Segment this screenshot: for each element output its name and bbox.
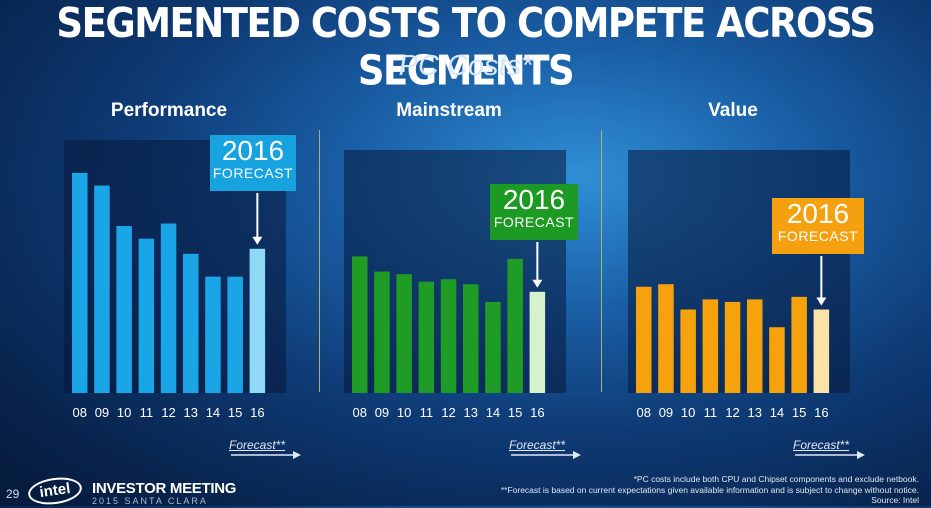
x-tick-label: 12 <box>441 405 456 420</box>
x-tick-label: 12 <box>725 405 740 420</box>
bar-14 <box>485 301 501 393</box>
x-tick-label: 13 <box>747 405 762 420</box>
forecast-legend-label: Forecast** <box>793 438 850 452</box>
forecast-legend-arrowhead <box>573 451 581 459</box>
x-tick-label: 14 <box>205 405 221 420</box>
x-tick-label: 08 <box>636 405 651 420</box>
forecast-legend-arrowhead <box>293 451 301 459</box>
x-tick-label: 16 <box>530 405 545 420</box>
x-tick-label: 09 <box>94 405 110 420</box>
bar-11 <box>702 299 719 393</box>
bar-15 <box>227 276 243 393</box>
x-tick-label: 11 <box>419 405 434 420</box>
bar-11 <box>138 238 155 393</box>
callout-label: FORECAST <box>493 214 575 230</box>
bar-14 <box>205 276 221 393</box>
bar-10 <box>116 226 132 393</box>
forecast-callout: 2016 FORECAST <box>772 198 864 254</box>
x-tick-label: 16 <box>814 405 829 420</box>
bar-09 <box>658 284 674 393</box>
bar-16 <box>813 309 830 393</box>
slide-subtitle: PC Costs* <box>398 50 533 82</box>
divider-right <box>601 130 602 392</box>
footnote-costs: *PC costs include both CPU and Chipset c… <box>633 474 919 484</box>
footnote-forecast: **Forecast is based on current expectati… <box>500 484 919 495</box>
footnotes: *PC costs include both CPU and Chipset c… <box>319 474 919 506</box>
x-tick-label: 09 <box>658 405 674 420</box>
bar-14 <box>769 327 785 393</box>
chart-title: Value <box>708 100 758 121</box>
x-tick-label: 11 <box>139 405 154 420</box>
bar-15 <box>507 258 523 393</box>
x-tick-label: 09 <box>374 405 390 420</box>
callout-arrow-head <box>816 297 827 306</box>
event-title: INVESTOR MEETING <box>92 480 237 497</box>
x-tick-label: 15 <box>791 405 807 420</box>
bar-13 <box>747 299 763 393</box>
callout-arrow-head <box>252 236 263 245</box>
x-tick-label: 16 <box>250 405 265 420</box>
callout-label: FORECAST <box>212 165 294 181</box>
forecast-legend-label: Forecast** <box>509 438 566 452</box>
bar-13 <box>183 253 199 393</box>
page-number: 29 <box>6 487 20 501</box>
bar-10 <box>680 309 696 393</box>
forecast-legend-label: Forecast** <box>229 438 286 452</box>
x-tick-label: 11 <box>703 405 718 420</box>
x-tick-label: 13 <box>183 405 198 420</box>
bar-16 <box>529 291 546 393</box>
divider-left <box>319 130 320 392</box>
x-tick-label: 15 <box>507 405 523 420</box>
callout-year: 2016 <box>786 198 850 229</box>
x-tick-label: 10 <box>396 405 412 420</box>
bar-16 <box>249 248 266 393</box>
x-tick-label: 14 <box>769 405 785 420</box>
x-tick-label: 13 <box>463 405 478 420</box>
bar-08 <box>352 256 368 393</box>
chart-title: Mainstream <box>396 100 502 121</box>
bar-12 <box>724 301 741 393</box>
bar-11 <box>418 281 435 393</box>
x-tick-label: 08 <box>72 405 87 420</box>
callout-year: 2016 <box>221 135 285 166</box>
callout-year: 2016 <box>502 184 566 215</box>
x-tick-label: 14 <box>485 405 501 420</box>
forecast-callout: 2016 FORECAST <box>490 184 578 240</box>
bar-13 <box>463 284 479 393</box>
x-tick-label: 12 <box>161 405 176 420</box>
bar-09 <box>94 185 110 393</box>
slide-title: SEGMENTED COSTS TO COMPETE ACROSS SEGMEN… <box>56 0 876 95</box>
forecast-legend-arrowhead <box>857 451 865 459</box>
x-tick-label: 08 <box>352 405 367 420</box>
bar-12 <box>160 223 177 393</box>
x-tick-label: 10 <box>116 405 132 420</box>
bar-12 <box>440 279 457 393</box>
bar-08 <box>636 286 652 393</box>
bar-08 <box>72 172 88 393</box>
footnote-source: Source: Intel <box>871 495 919 505</box>
bar-10 <box>396 274 412 393</box>
event-subtitle: 2015 SANTA CLARA <box>92 496 208 506</box>
bar-15 <box>791 296 807 393</box>
forecast-callout: 2016 FORECAST <box>210 135 296 191</box>
x-tick-label: 15 <box>227 405 243 420</box>
callout-arrow-head <box>532 279 543 288</box>
callout-label: FORECAST <box>777 228 859 244</box>
x-tick-label: 10 <box>680 405 696 420</box>
chart-title: Performance <box>110 100 228 121</box>
bar-09 <box>374 271 390 393</box>
